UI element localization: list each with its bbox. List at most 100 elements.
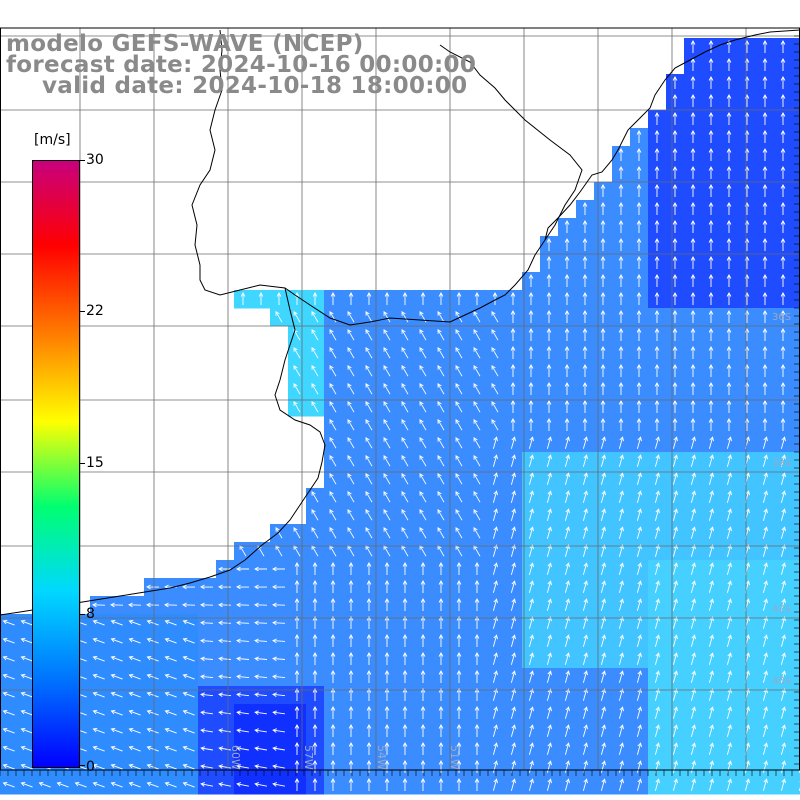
- wind-arrow: [311, 490, 319, 503]
- colorbar-tickmark-15: [79, 463, 85, 464]
- wind-arrow: [492, 778, 498, 791]
- wind-arrow: [600, 292, 606, 305]
- wind-arrow: [726, 184, 732, 197]
- wind-arrow: [146, 619, 159, 626]
- wind-arrow: [726, 58, 732, 71]
- wind-arrow: [636, 184, 642, 197]
- wind-arrow: [492, 688, 498, 701]
- wind-arrow: [329, 508, 337, 521]
- wind-arrow: [762, 166, 768, 179]
- wind-arrow: [347, 310, 355, 323]
- wind-arrow: [330, 670, 336, 683]
- wind-arrow: [780, 292, 786, 305]
- wind-arrow: [726, 76, 732, 89]
- wind-arrow: [455, 400, 463, 413]
- wind-arrow: [546, 400, 552, 413]
- wind-arrow: [762, 40, 768, 53]
- wind-arrow: [690, 274, 696, 287]
- wind-arrow: [366, 760, 372, 773]
- wind-arrow: [200, 764, 213, 769]
- wind-arrow: [690, 562, 696, 575]
- wind-arrow: [708, 130, 714, 143]
- wind-arrow: [456, 598, 462, 611]
- wind-arrow: [654, 598, 660, 611]
- wind-arrow: [384, 562, 390, 575]
- wind-arrow: [200, 656, 214, 662]
- wind-arrow: [402, 688, 408, 701]
- wind-arrow: [618, 526, 624, 539]
- wind-arrow: [654, 400, 660, 413]
- wind-arrow: [330, 688, 336, 701]
- wind-arrow: [762, 436, 768, 449]
- wind-arrow: [564, 562, 570, 575]
- wind-arrow: [690, 760, 696, 773]
- wind-arrow: [254, 728, 267, 733]
- wind-arrow: [402, 616, 408, 629]
- wind-arrow: [546, 580, 552, 593]
- wind-arrow: [708, 58, 714, 71]
- wind-arrow: [164, 763, 177, 770]
- wind-arrow: [402, 562, 408, 575]
- wind-arrow: [420, 616, 426, 629]
- wind-arrow: [473, 526, 481, 539]
- wind-arrow: [672, 238, 678, 251]
- wind-arrow: [164, 619, 177, 626]
- wind-arrow: [762, 130, 768, 143]
- wind-arrow: [402, 670, 408, 683]
- wind-arrow: [654, 454, 660, 467]
- wind-arrow: [600, 220, 606, 233]
- wind-arrow: [275, 526, 283, 539]
- wind-arrow: [582, 400, 588, 413]
- wind-arrow: [654, 688, 660, 701]
- wind-arrow: [312, 670, 318, 683]
- wind-arrow: [473, 382, 481, 395]
- wind-arrow: [690, 688, 696, 701]
- wind-arrow: [600, 382, 606, 395]
- wind-arrow: [780, 508, 786, 521]
- wind-arrow: [654, 652, 660, 665]
- wind-arrow: [294, 724, 300, 737]
- wind-arrow: [762, 220, 768, 233]
- wind-arrow: [618, 436, 624, 449]
- wind-arrow: [582, 598, 588, 611]
- wind-arrow: [294, 652, 300, 665]
- wind-arrow: [636, 688, 642, 701]
- longitude-labels: 60W 57W 54W 51W: [229, 745, 461, 770]
- sea-cell: [792, 704, 800, 723]
- wind-arrow: [510, 364, 516, 377]
- wind-arrow: [474, 706, 480, 719]
- wind-arrow: [365, 346, 373, 359]
- wind-arrow: [254, 710, 267, 715]
- wind-arrow: [726, 472, 732, 485]
- wind-arrow: [365, 418, 373, 431]
- wind-arrow: [272, 620, 286, 626]
- wind-arrow: [546, 274, 552, 287]
- wind-arrow: [780, 220, 786, 233]
- wind-arrow: [110, 709, 123, 716]
- wind-arrow: [564, 580, 570, 593]
- wind-arrow: [690, 256, 696, 269]
- wind-arrow: [510, 400, 516, 413]
- wind-arrow: [564, 616, 570, 629]
- wind-arrow: [330, 616, 336, 629]
- wind-arrow: [272, 710, 285, 715]
- wind-arrow: [236, 656, 250, 662]
- wind-arrow: [347, 526, 355, 539]
- wind-arrow: [762, 544, 768, 557]
- wind-arrow: [618, 256, 624, 269]
- sea-cell: [792, 758, 800, 777]
- wind-arrow: [762, 724, 768, 737]
- colorbar-tickmark-0: [79, 765, 85, 766]
- wind-arrow: [236, 584, 250, 590]
- wind-arrow: [564, 598, 570, 611]
- wind-arrow: [654, 706, 660, 719]
- wind-arrow: [420, 724, 426, 737]
- wind-arrow: [329, 382, 337, 395]
- wind-arrow: [384, 598, 390, 611]
- wind-arrow: [164, 691, 177, 698]
- wind-arrow: [438, 580, 444, 593]
- wind-arrow: [582, 346, 588, 359]
- sea-cell: [792, 308, 800, 327]
- wind-arrow: [492, 742, 498, 755]
- wind-arrow: [384, 778, 390, 791]
